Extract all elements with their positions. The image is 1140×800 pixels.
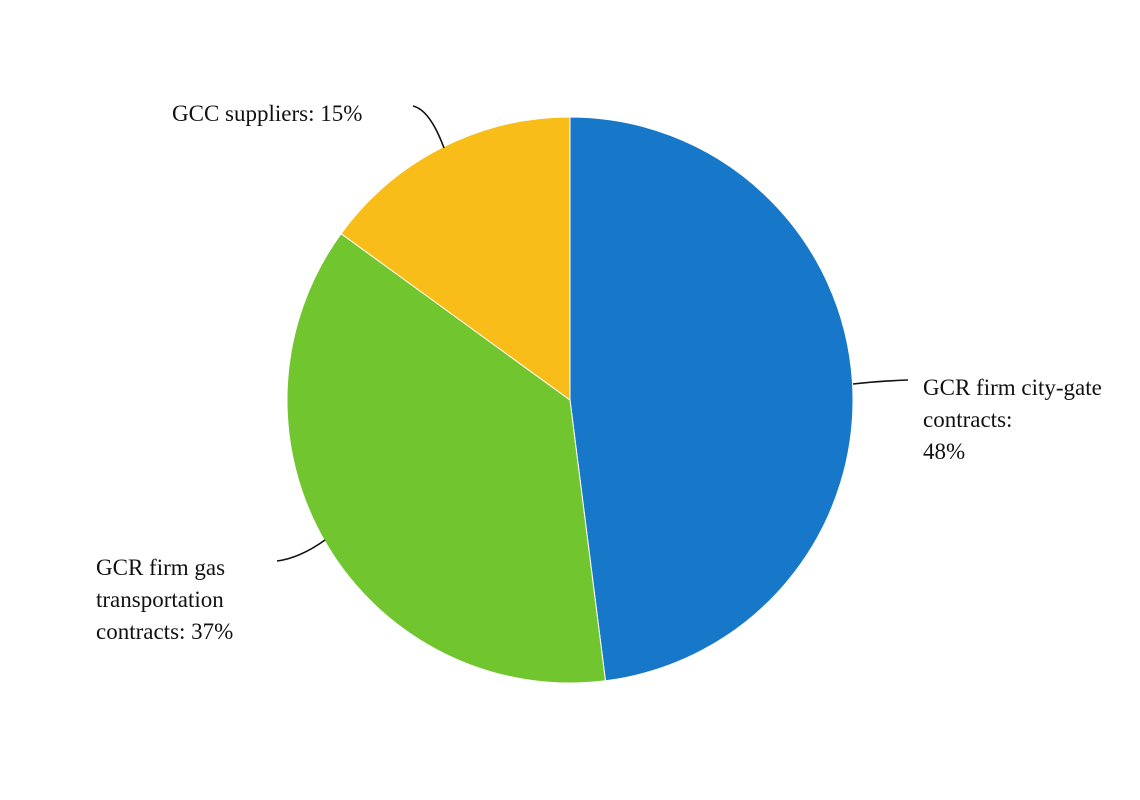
pie-slice <box>286 232 607 684</box>
value-label: 15% <box>320 101 363 126</box>
category-label: GCR firm gas transportation contracts: <box>96 555 226 644</box>
value-label: 37% <box>191 619 234 644</box>
leader-line <box>412 105 445 149</box>
slice-label: GCC suppliers: 15% <box>172 98 412 130</box>
leader-line <box>276 539 326 562</box>
category-label: GCC suppliers: <box>172 101 315 126</box>
leader-line <box>852 379 909 385</box>
value-label: 48% <box>923 439 966 464</box>
pie-slice <box>340 116 571 401</box>
slice-label: GCR firm city-gate contracts: 48% <box>923 372 1138 468</box>
pie-slice <box>569 116 854 682</box>
category-label: GCR firm city-gate contracts: <box>923 375 1102 432</box>
slice-label: GCR firm gas transportation contracts: 3… <box>96 552 276 648</box>
